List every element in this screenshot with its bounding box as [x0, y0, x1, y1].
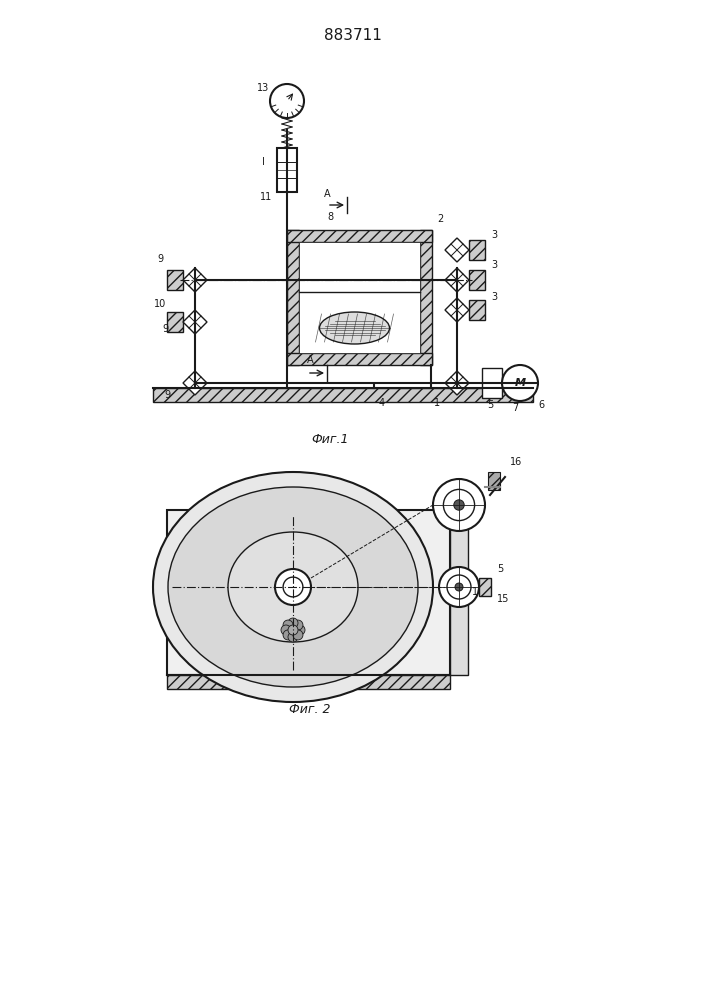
- Text: 1: 1: [472, 587, 478, 597]
- Ellipse shape: [320, 312, 390, 344]
- Text: 10: 10: [154, 299, 166, 309]
- Text: A: A: [324, 189, 331, 199]
- Bar: [167, 675, 450, 689]
- Bar: [469, 270, 485, 290]
- Text: 6: 6: [538, 400, 544, 410]
- Text: 5: 5: [487, 400, 493, 410]
- Bar: [299, 242, 420, 353]
- Circle shape: [502, 365, 538, 401]
- Text: I: I: [262, 157, 265, 167]
- Circle shape: [281, 625, 291, 635]
- Text: A: A: [307, 355, 314, 365]
- Text: 883711: 883711: [324, 27, 382, 42]
- Text: 9: 9: [164, 390, 170, 400]
- Polygon shape: [445, 298, 469, 322]
- Polygon shape: [445, 268, 469, 292]
- Bar: [469, 300, 485, 320]
- Text: 16: 16: [510, 457, 522, 467]
- Circle shape: [288, 625, 298, 635]
- Text: 15: 15: [497, 594, 509, 604]
- Text: 2: 2: [437, 214, 443, 224]
- Text: 4: 4: [379, 398, 385, 408]
- Circle shape: [455, 583, 463, 591]
- Bar: [167, 312, 183, 332]
- Bar: [287, 230, 299, 365]
- Text: 8: 8: [327, 212, 333, 222]
- Text: 7: 7: [512, 403, 518, 413]
- Ellipse shape: [153, 472, 433, 702]
- Circle shape: [275, 569, 311, 605]
- Bar: [287, 353, 432, 365]
- Ellipse shape: [228, 532, 358, 642]
- Bar: [469, 240, 485, 260]
- Circle shape: [270, 84, 304, 118]
- Circle shape: [288, 632, 298, 642]
- Bar: [277, 148, 297, 192]
- Text: 3: 3: [491, 230, 497, 240]
- Circle shape: [454, 500, 464, 510]
- Bar: [479, 578, 491, 596]
- Bar: [167, 510, 450, 675]
- Bar: [450, 510, 468, 675]
- Bar: [167, 270, 183, 290]
- Text: 3: 3: [491, 292, 497, 302]
- Text: 13: 13: [257, 83, 269, 93]
- Text: 9: 9: [157, 254, 163, 264]
- Text: 1: 1: [434, 398, 440, 408]
- Text: 5: 5: [497, 564, 503, 574]
- Circle shape: [433, 479, 485, 531]
- Bar: [420, 230, 432, 365]
- Circle shape: [293, 620, 303, 630]
- Text: Фиг. 2: Фиг. 2: [289, 703, 331, 716]
- Text: 11: 11: [259, 192, 272, 202]
- Ellipse shape: [168, 487, 418, 687]
- Text: M: M: [515, 378, 525, 388]
- Circle shape: [288, 618, 298, 628]
- Bar: [287, 230, 432, 242]
- Circle shape: [439, 567, 479, 607]
- Polygon shape: [445, 371, 469, 395]
- Bar: [153, 388, 533, 402]
- Bar: [482, 368, 502, 398]
- Polygon shape: [183, 371, 207, 395]
- Circle shape: [283, 630, 293, 640]
- Text: 9: 9: [162, 324, 168, 334]
- Bar: [488, 472, 500, 490]
- Polygon shape: [183, 268, 207, 292]
- Polygon shape: [445, 238, 469, 262]
- Circle shape: [283, 620, 293, 630]
- Text: Фиг.1: Фиг.1: [311, 433, 349, 446]
- Circle shape: [295, 625, 305, 635]
- Circle shape: [293, 630, 303, 640]
- Polygon shape: [183, 310, 207, 334]
- Text: 3: 3: [491, 260, 497, 270]
